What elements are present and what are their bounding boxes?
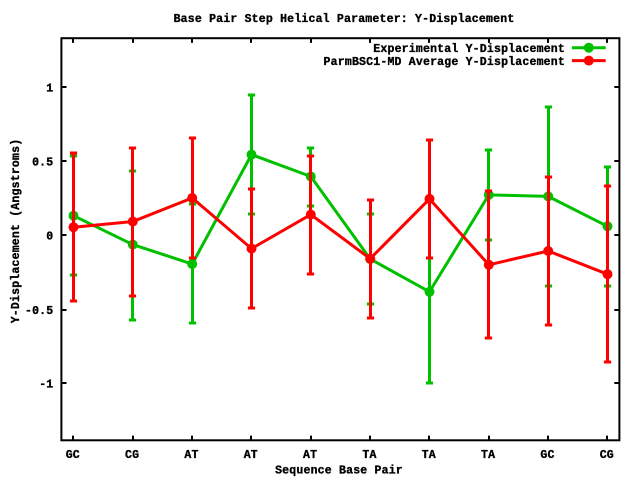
svg-text:TA: TA xyxy=(481,449,495,462)
svg-text:1: 1 xyxy=(46,82,53,95)
svg-text:Base Pair Step Helical Paramet: Base Pair Step Helical Parameter: Y-Disp… xyxy=(174,13,515,26)
svg-text:-1: -1 xyxy=(39,379,53,392)
svg-text:AT: AT xyxy=(244,449,258,462)
svg-text:-0.5: -0.5 xyxy=(25,305,53,318)
svg-text:AT: AT xyxy=(303,449,317,462)
svg-text:GC: GC xyxy=(540,449,554,462)
svg-text:CG: CG xyxy=(600,449,614,462)
svg-text:CG: CG xyxy=(125,449,139,462)
svg-text:0.5: 0.5 xyxy=(32,157,53,170)
svg-text:TA: TA xyxy=(362,449,376,462)
svg-text:Y-Displacement (Angstroms): Y-Displacement (Angstroms) xyxy=(10,139,23,324)
svg-text:Sequence Base Pair: Sequence Base Pair xyxy=(275,465,403,478)
svg-text:TA: TA xyxy=(422,449,436,462)
svg-text:0: 0 xyxy=(46,231,53,244)
svg-text:GC: GC xyxy=(66,449,80,462)
svg-text:AT: AT xyxy=(184,449,198,462)
svg-text:ParmBSC1-MD Average Y-Displace: ParmBSC1-MD Average Y-Displacement xyxy=(324,56,565,69)
svg-text:Experimental Y-Displacement: Experimental Y-Displacement xyxy=(373,43,565,56)
